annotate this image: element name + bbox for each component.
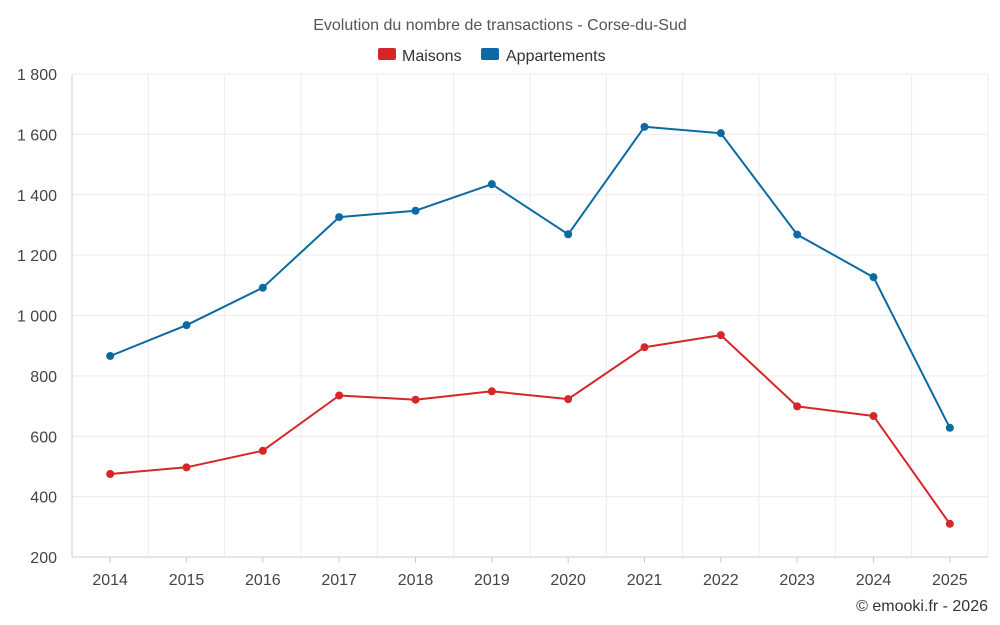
data-point-appartements-2016[interactable] — [258, 283, 267, 292]
x-tick-label: 2014 — [92, 572, 128, 589]
data-point-maisons-2024[interactable] — [869, 412, 878, 421]
x-tick-label: 2022 — [703, 572, 739, 589]
data-point-maisons-2023[interactable] — [793, 402, 802, 411]
data-point-appartements-2024[interactable] — [869, 273, 878, 282]
data-point-appartements-2018[interactable] — [411, 206, 420, 215]
legend-item-maisons[interactable]: Maisons — [378, 48, 462, 65]
legend-label-appartements: Appartements — [506, 48, 606, 65]
y-tick-label: 1 400 — [17, 188, 57, 205]
y-tick-label: 1 800 — [17, 67, 57, 84]
x-tick-label: 2024 — [856, 572, 892, 589]
data-point-appartements-2021[interactable] — [640, 122, 649, 131]
legend-label-maisons: Maisons — [402, 48, 462, 65]
data-point-maisons-2020[interactable] — [564, 395, 573, 404]
legend: Maisons Appartements — [378, 48, 606, 65]
data-point-appartements-2022[interactable] — [716, 129, 725, 138]
grid — [71, 73, 989, 558]
data-point-appartements-2020[interactable] — [564, 230, 573, 239]
x-tick-label: 2016 — [245, 572, 281, 589]
legend-swatch-maisons — [378, 48, 396, 60]
series-line-maisons — [110, 334, 951, 525]
series — [106, 122, 954, 528]
axes: 200 400 600 800 1 000 1 200 1 400 1 600 1 800 201… — [17, 67, 988, 589]
y-tick-label: 600 — [30, 429, 57, 446]
data-point-appartements-2017[interactable] — [335, 213, 344, 222]
x-tick-label: 2020 — [550, 572, 586, 589]
data-point-maisons-2021[interactable] — [640, 343, 649, 352]
data-point-maisons-2015[interactable] — [182, 463, 191, 472]
y-tick-label: 1 200 — [17, 248, 57, 265]
data-point-appartements-2019[interactable] — [487, 180, 496, 189]
data-point-maisons-2025[interactable] — [945, 519, 954, 528]
data-point-maisons-2019[interactable] — [487, 387, 496, 396]
data-point-appartements-2014[interactable] — [106, 351, 115, 360]
data-point-maisons-2017[interactable] — [335, 391, 344, 400]
data-point-appartements-2025[interactable] — [945, 423, 954, 432]
x-tick-label: 2017 — [321, 572, 357, 589]
data-point-maisons-2022[interactable] — [716, 331, 725, 340]
y-tick-label: 1 600 — [17, 127, 57, 144]
x-tick-label: 2019 — [474, 572, 510, 589]
x-tick-label: 2021 — [627, 572, 663, 589]
data-point-appartements-2023[interactable] — [793, 230, 802, 239]
legend-item-appartements[interactable]: Appartements — [481, 48, 606, 65]
data-point-appartements-2015[interactable] — [182, 321, 191, 330]
x-tick-label: 2018 — [398, 572, 434, 589]
x-tick-label: 2025 — [932, 572, 968, 589]
data-point-maisons-2018[interactable] — [411, 395, 420, 404]
y-tick-label: 200 — [30, 550, 57, 567]
data-point-maisons-2014[interactable] — [106, 469, 115, 478]
chart-title: Evolution du nombre de transactions - Co… — [313, 17, 687, 34]
x-tick-label: 2023 — [779, 572, 815, 589]
y-tick-label: 400 — [30, 490, 57, 507]
y-tick-label: 1 000 — [17, 309, 57, 326]
x-tick-label: 2015 — [169, 572, 205, 589]
data-point-maisons-2016[interactable] — [258, 446, 267, 455]
legend-swatch-appartements — [481, 48, 499, 60]
y-tick-label: 800 — [30, 369, 57, 386]
credit-text: © emooki.fr - 2026 — [856, 598, 988, 615]
series-line-appartements — [109, 125, 951, 429]
